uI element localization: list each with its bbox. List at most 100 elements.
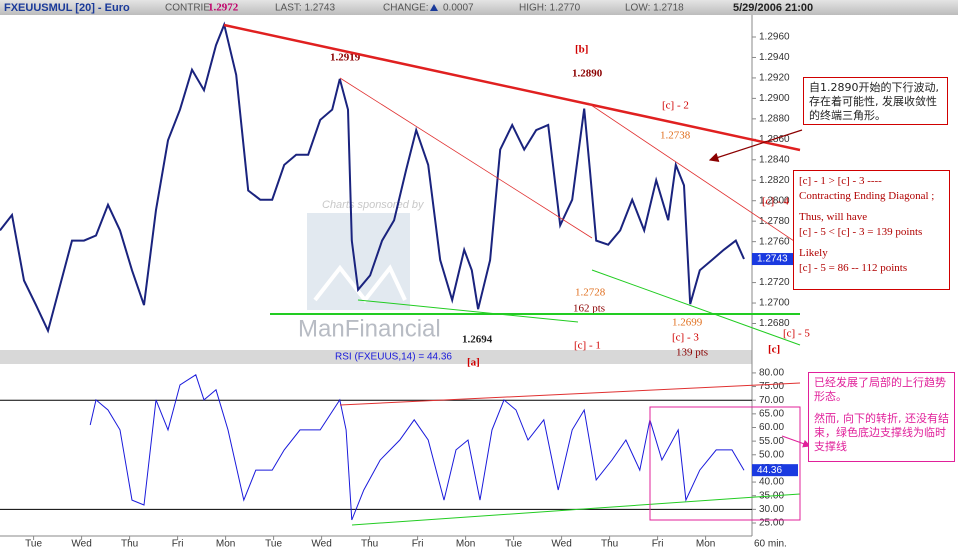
note-line: 然而, 向下的转折, 还没有结束，绿色底边支撑线为临时支撑线 [814,412,949,453]
y-tick-label: 1.2780 [759,216,790,227]
annotation: 1.2694 [462,334,493,346]
y-tick-label: 55.00 [759,436,784,447]
annotation: 1.2972 [208,2,239,14]
change-label: CHANGE: [383,3,429,14]
annotation: [b] [575,44,588,56]
x-tick-label: Mon [216,539,235,550]
y-tick-label: 1.2940 [759,52,790,63]
rsi-title: RSI (FXEUUS,14) = 44.36 [335,352,452,363]
x-tick-label: Wed [551,539,571,550]
annotation: 1.2890 [572,68,603,80]
annotation: [c] - 5 [783,328,810,340]
x-tick-label: Thu [601,539,618,550]
last-tag-box [752,464,798,477]
watermark-box [307,213,410,310]
watermark-brand: ManFinancial [298,315,441,342]
header-bar [0,0,958,15]
x-tick-label: Tue [265,539,282,550]
x-tick-label: Fri [172,539,184,550]
note-diagonal: [c] - 1 > [c] - 3 ---- Contracting Ending… [793,170,950,290]
datetime: 5/29/2006 21:00 [733,2,813,14]
last-tag-box [752,253,798,266]
y-tick-label: 30.00 [759,504,784,515]
y-tick-label: 1.2960 [759,32,790,43]
annotation: [c] - 3 [672,332,699,344]
x-axis-label: 60 min. [754,539,787,550]
low: LOW: 1.2718 [625,3,684,14]
y-tick-label: 50.00 [759,449,784,460]
annotation: 1.2699 [672,317,703,329]
y-tick-label: 1.2900 [759,93,790,104]
y-tick-label: 1.2720 [759,277,790,288]
watermark-logo [313,264,407,304]
y-tick-label: 70.00 [759,395,784,406]
annotation: 162 pts [573,303,605,315]
support-line [591,269,801,346]
x-tick-label: Fri [412,539,424,550]
y-tick-label: 65.00 [759,408,784,419]
last-tag: 44.36 [757,465,782,476]
note-rsi: 已经发展了局部的上行趋势形态。 然而, 向下的转折, 还没有结束，绿色底边支撑线… [808,372,955,462]
y-tick-label: 1.2840 [759,154,790,165]
high: HIGH: 1.2770 [519,3,581,14]
y-tick-label: 1.2800 [759,195,790,206]
symbol: FXEUUSMUL [20] - Euro [4,2,130,14]
note-line: 已经发展了局部的上行趋势形态。 [814,376,946,403]
x-tick-label: Wed [311,539,331,550]
y-tick-label: 1.2760 [759,236,790,247]
support-line [357,299,579,323]
x-tick-label: Mon [456,539,475,550]
y-tick-label: 80.00 [759,368,784,379]
note-line: Likely [799,247,828,259]
annotation: [c] - 4 [762,196,789,208]
trend-line [339,77,593,239]
annotation: [c] - 2 [662,100,689,112]
price-line [89,374,745,521]
last-tag: 1.2743 [757,254,788,265]
y-tick-label: 1.2700 [759,298,790,309]
x-tick-label: Fri [652,539,664,550]
x-tick-label: Wed [71,539,91,550]
trend-line [587,102,801,246]
last: LAST: 1.2743 [275,3,335,14]
annotation: 1.2738 [660,130,691,142]
support-line [351,493,801,526]
x-tick-label: Thu [361,539,378,550]
note-line: Contracting Ending Diagonal ; [799,190,935,202]
x-tick-label: Tue [505,539,522,550]
price-line [0,21,745,334]
x-tick-label: Thu [121,539,138,550]
arrow [708,129,803,162]
up-arrow [430,4,438,11]
annotation: [a] [467,357,480,369]
y-tick-label: 1.2680 [759,318,790,329]
watermark-text: Charts sponsored by [322,199,425,211]
x-tick-label: Tue [25,539,42,550]
contrib: CONTRIE [165,3,210,14]
y-tick-label: 40.00 [759,477,784,488]
trend-line [223,23,801,152]
annotation: [c] - 1 [574,340,601,352]
note-line: [c] - 5 < [c] - 3 = 139 points [799,226,923,238]
note-line: [c] - 5 = 86 -- 112 points [799,262,908,274]
y-tick-label: 1.2880 [759,113,790,124]
annotation: 139 pts [676,347,708,359]
annotation: 1.2919 [330,52,361,64]
trend-line [339,382,801,406]
change-value: 0.0007 [443,3,474,14]
y-tick-label: 60.00 [759,422,784,433]
highlight-box [649,406,801,521]
y-tick-label: 1.2820 [759,175,790,186]
note-line: Thus, will have [799,211,868,223]
note-triangle: 自1.2890开始的下行波动, 存在着可能性, 发展收敛性的终端三角形。 [803,77,948,125]
annotation: [c] [768,344,780,356]
arrow [781,435,811,448]
y-tick-label: 75.00 [759,381,784,392]
x-tick-label: Mon [696,539,715,550]
y-tick-label: 1.2920 [759,73,790,84]
note-line: [c] - 1 > [c] - 3 ---- [799,175,882,187]
annotation: 1.2728 [575,287,606,299]
rsi-title-bar [0,350,752,364]
